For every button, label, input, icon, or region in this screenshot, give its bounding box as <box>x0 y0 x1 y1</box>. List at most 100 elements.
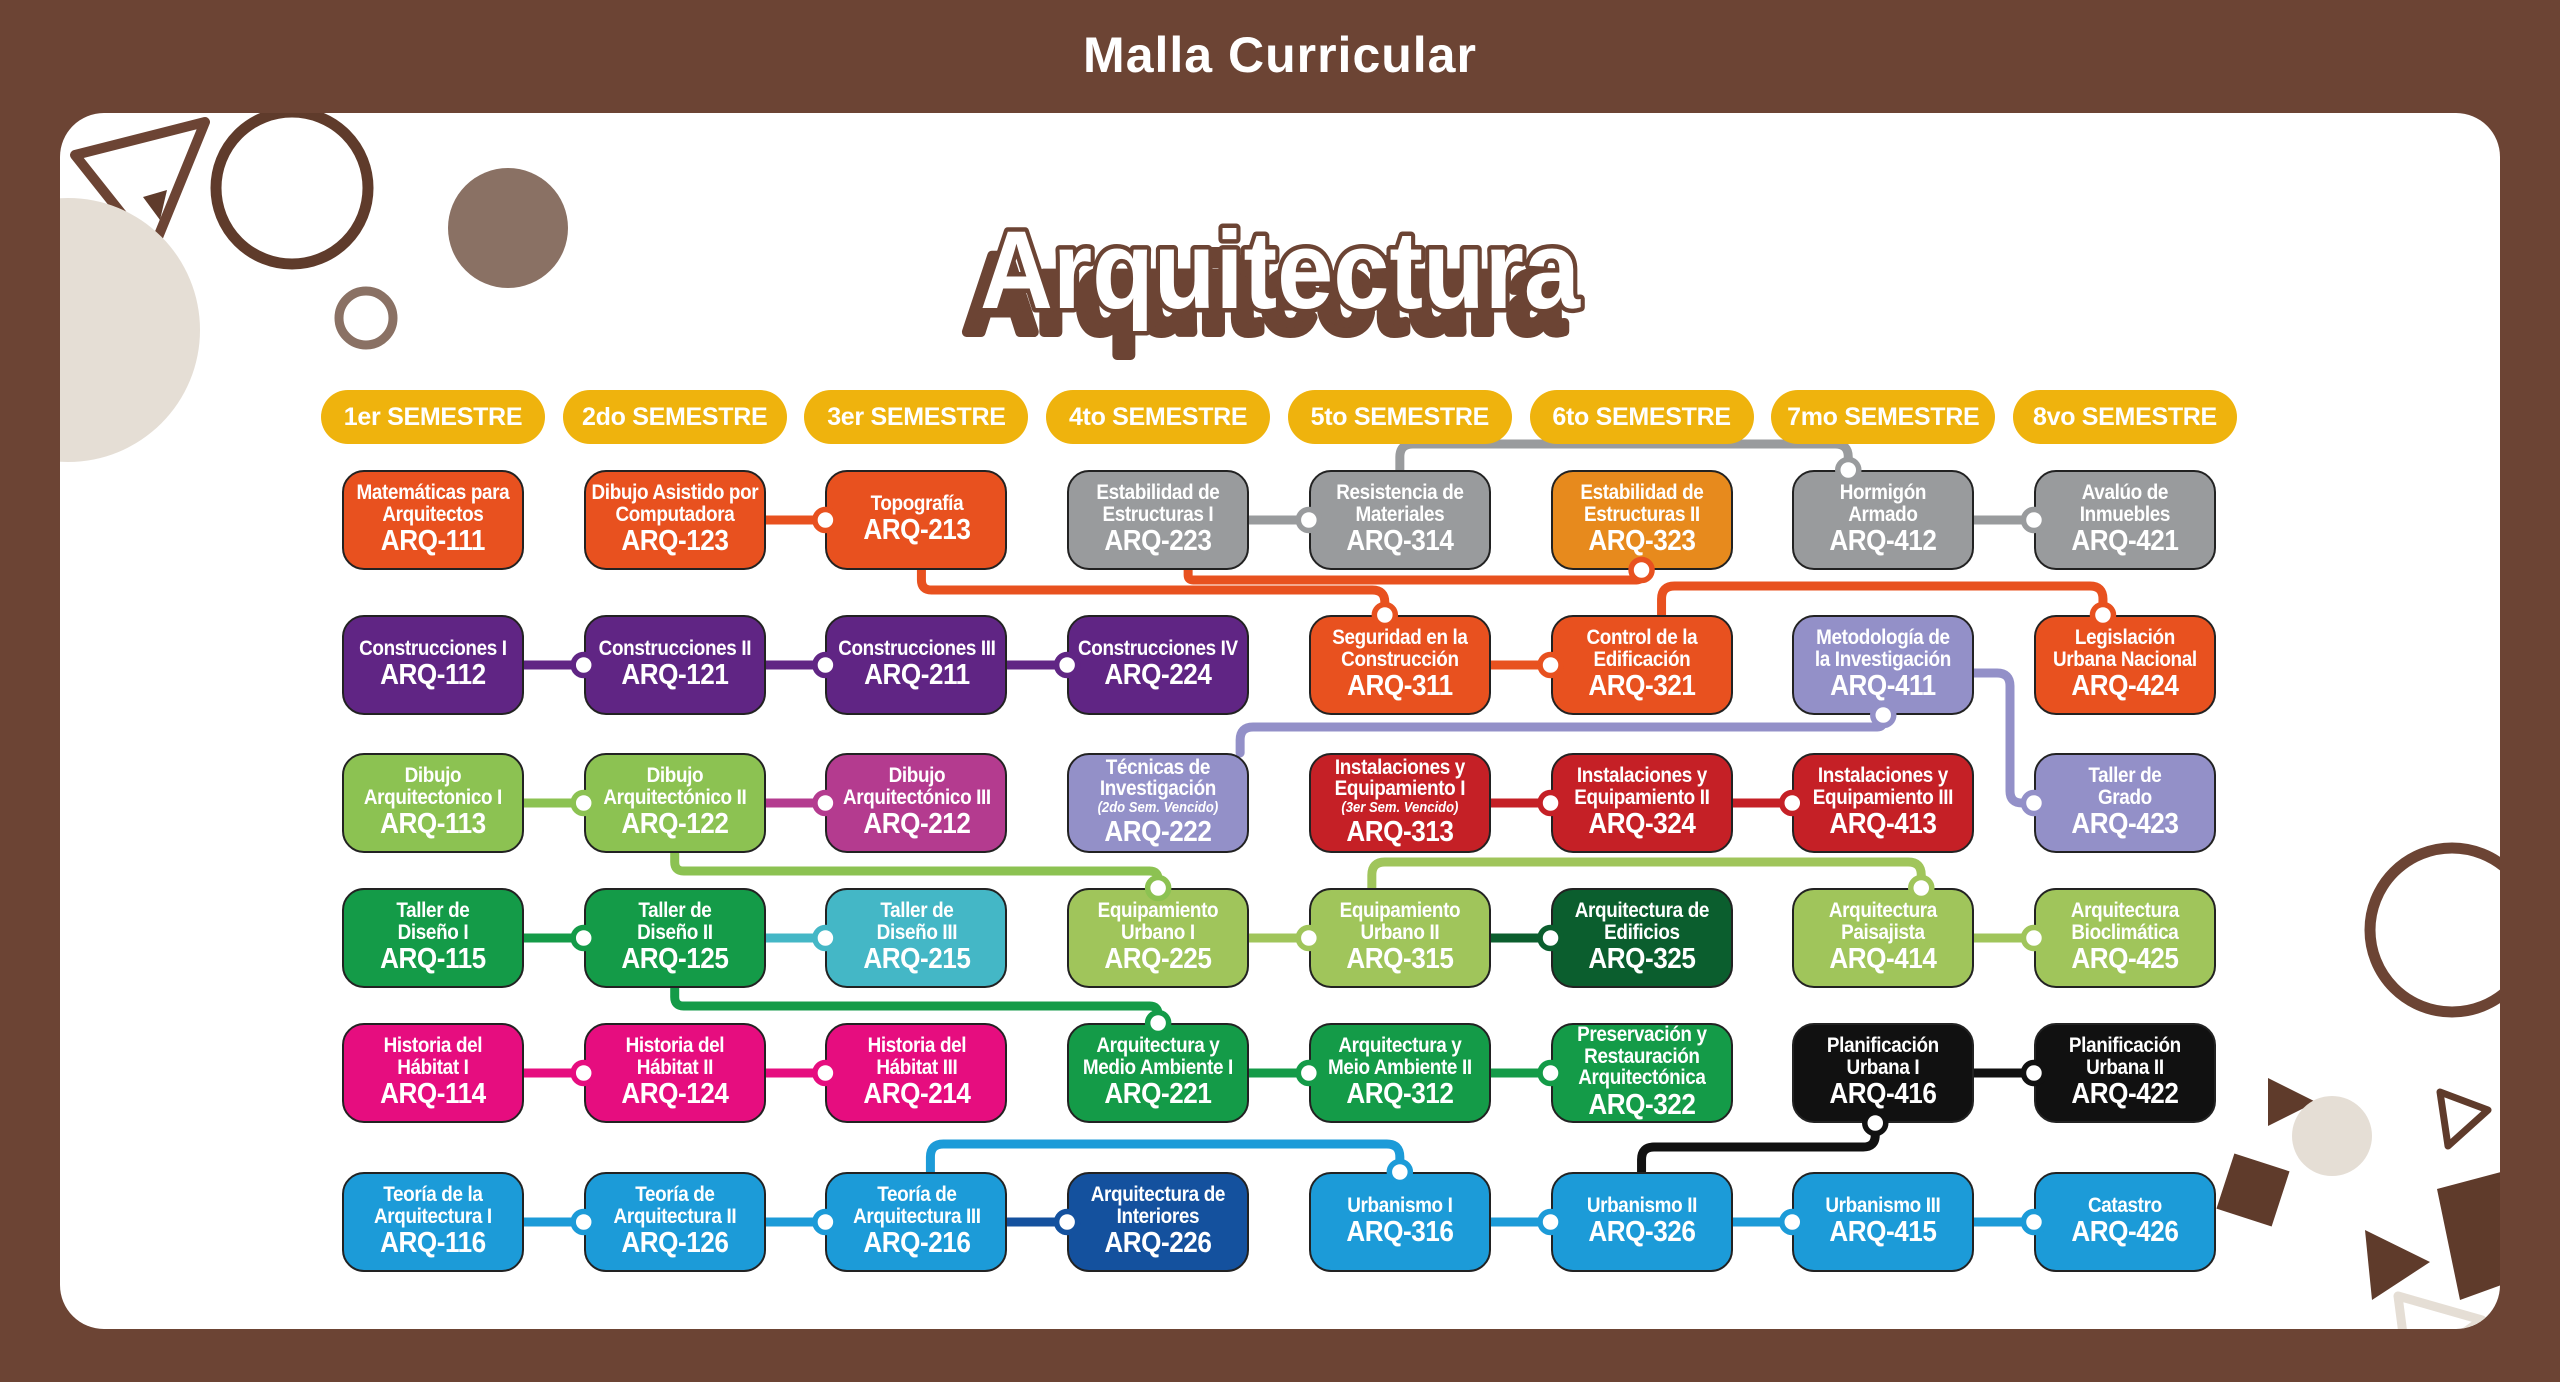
course-code: ARQ-412 <box>1829 524 1938 557</box>
prereq-line-ARQ-222-ARQ-411 <box>1235 710 1888 758</box>
course-code: ARQ-215 <box>862 942 971 975</box>
course-code: ARQ-216 <box>862 1226 971 1259</box>
course-card-ARQ-311: Seguridad en la Construcción ARQ-311 <box>1308 615 1491 715</box>
course-name: Arquitectura Bioclimática <box>2070 899 2179 944</box>
course-code: ARQ-426 <box>2071 1216 2179 1249</box>
course-card-ARQ-211: Construcciones III ARQ-211 <box>825 615 1008 715</box>
prereq-line-ARQ-213-ARQ-311 <box>916 565 1390 620</box>
semester-pill-1: 1er SEMESTRE <box>321 390 545 444</box>
course-card-ARQ-222: Técnicas de Investigación (2do Sem. Venci… <box>1067 753 1250 853</box>
course-code: ARQ-122 <box>621 807 729 840</box>
content-panel <box>60 113 2500 1329</box>
course-code: ARQ-222 <box>1104 816 1213 849</box>
course-code: ARQ-124 <box>621 1077 729 1110</box>
small-ring-decoration <box>334 286 398 350</box>
beige-circle-decoration <box>2292 1096 2372 1176</box>
course-code: ARQ-324 <box>1587 807 1696 840</box>
course-card-ARQ-215: Taller de Diseño III ARQ-215 <box>825 888 1008 988</box>
course-card-ARQ-212: Dibujo Arquitectónico III ARQ-212 <box>825 753 1008 853</box>
course-name: Equipamiento Urbano I <box>1097 899 1219 944</box>
course-name: Historia del Hábitat II <box>625 1034 725 1079</box>
course-code: ARQ-421 <box>2071 524 2179 557</box>
course-code: ARQ-224 <box>1104 659 1213 692</box>
course-card-ARQ-423: Taller de Grado ARQ-423 <box>2033 753 2216 853</box>
course-name: Preservación y Restauración Arquitectóni… <box>1576 1023 1707 1090</box>
course-card-ARQ-115: Taller de Diseño I ARQ-115 <box>342 888 524 988</box>
course-name: Historia del Hábitat I <box>383 1034 483 1079</box>
course-note: (2do Sem. Vencido) <box>1097 799 1219 816</box>
course-code: ARQ-315 <box>1346 942 1454 975</box>
course-card-ARQ-214: Historia del Hábitat III ARQ-214 <box>825 1023 1008 1123</box>
course-name: Seguridad en la Construcción <box>1332 626 1468 671</box>
semester-pill-5: 5to SEMESTRE <box>1287 390 1512 444</box>
course-name: Taller de Diseño III <box>876 899 957 944</box>
course-card-ARQ-413: Instalaciones y Equipamiento III ARQ-413 <box>1792 753 1975 853</box>
semester-pill-6: 6to SEMESTRE <box>1529 390 1754 444</box>
course-code: ARQ-414 <box>1829 942 1938 975</box>
course-card-ARQ-424: Legislación Urbana Nacional ARQ-424 <box>2033 615 2216 715</box>
prereq-line-ARQ-314-ARQ-412 <box>1395 439 1853 475</box>
beige-circle-decoration <box>60 198 200 462</box>
course-name: Planificación Urbana I <box>1827 1034 1940 1079</box>
course-name: Construcciones IV <box>1078 636 1239 660</box>
course-code: ARQ-323 <box>1587 524 1696 557</box>
course-code: ARQ-221 <box>1104 1077 1213 1110</box>
course-name: Teoría de Arquitectura III <box>852 1183 981 1228</box>
decorative-shapes <box>60 113 2500 1329</box>
course-card-ARQ-325: Arquitectura de Edificios ARQ-325 <box>1550 888 1733 988</box>
course-card-ARQ-112: Construcciones I ARQ-112 <box>342 615 524 715</box>
course-code: ARQ-111 <box>380 524 486 557</box>
course-card-ARQ-116: Teoría de la Arquitectura I ARQ-116 <box>342 1172 524 1272</box>
semester-pill-label: 6to SEMESTRE <box>1552 402 1731 431</box>
semester-pill-label: 2do SEMESTRE <box>582 402 768 431</box>
filled-circle-decoration <box>448 168 568 288</box>
course-card-ARQ-122: Dibujo Arquitectónico II ARQ-122 <box>583 753 766 853</box>
course-name: Taller de Diseño I <box>396 899 470 944</box>
course-name: Urbanismo I <box>1347 1193 1453 1217</box>
course-card-ARQ-326: Urbanismo II ARQ-326 <box>1550 1172 1733 1272</box>
course-card-ARQ-321: Control de la Edificación ARQ-321 <box>1550 615 1733 715</box>
course-name: Instalaciones y Equipamiento III <box>1813 764 1954 809</box>
course-code: ARQ-214 <box>862 1077 971 1110</box>
prereq-line-ARQ-326-ARQ-416 <box>1637 1118 1880 1177</box>
small-triangle-decoration <box>2365 1230 2430 1300</box>
course-code: ARQ-113 <box>380 807 486 840</box>
course-name: Construcciones II <box>598 636 751 660</box>
small-triangle-decoration <box>2268 1078 2316 1126</box>
course-code: ARQ-223 <box>1104 524 1213 557</box>
circle-outline-decoration <box>210 113 374 270</box>
prereq-line-ARQ-411-ARQ-423 <box>1969 668 2039 808</box>
course-card-ARQ-114: Historia del Hábitat I ARQ-114 <box>342 1023 524 1123</box>
course-code: ARQ-213 <box>862 514 971 547</box>
course-name: Teoría de la Arquitectura I <box>374 1183 492 1228</box>
course-card-ARQ-422: Planificación Urbana II ARQ-422 <box>2033 1023 2216 1123</box>
course-code: ARQ-416 <box>1829 1077 1938 1110</box>
course-code: ARQ-413 <box>1829 807 1938 840</box>
course-name: Dibujo Arquitectónico III <box>842 764 991 809</box>
course-card-ARQ-125: Taller de Diseño II ARQ-125 <box>583 888 766 988</box>
course-card-ARQ-223: Estabilidad de Estructuras I ARQ-223 <box>1067 470 1250 570</box>
course-card-ARQ-412: Hormigón Armado ARQ-412 <box>1792 470 1975 570</box>
course-code: ARQ-125 <box>621 942 729 975</box>
course-code: ARQ-226 <box>1104 1226 1213 1259</box>
course-card-ARQ-225: Equipamiento Urbano I ARQ-225 <box>1067 888 1250 988</box>
course-name: Topografía <box>870 491 963 515</box>
prereq-line-ARQ-122-ARQ-225 <box>670 848 1163 893</box>
course-code: ARQ-415 <box>1829 1216 1938 1249</box>
course-name: Equipamiento Urbano II <box>1339 899 1461 944</box>
course-code: ARQ-312 <box>1346 1077 1454 1110</box>
semester-pill-8: 8vo SEMESTRE <box>2012 390 2237 444</box>
course-name: Legislación Urbana Nacional <box>2053 626 2197 671</box>
semester-pill-label: 1er SEMESTRE <box>343 402 523 431</box>
course-code: ARQ-311 <box>1347 669 1453 702</box>
course-code: ARQ-121 <box>621 659 729 692</box>
course-name: Dibujo Asistido por Computadora <box>591 481 759 526</box>
course-card-ARQ-313: Instalaciones y Equipamiento I (3er Sem. … <box>1308 753 1491 853</box>
course-code: ARQ-322 <box>1587 1088 1696 1121</box>
course-code: ARQ-112 <box>380 659 486 692</box>
course-name: Instalaciones y Equipamiento II <box>1573 764 1710 809</box>
course-name: Instalaciones y Equipamiento I <box>1334 756 1466 801</box>
quad-decoration <box>2437 1172 2500 1300</box>
course-code: ARQ-316 <box>1346 1216 1454 1249</box>
